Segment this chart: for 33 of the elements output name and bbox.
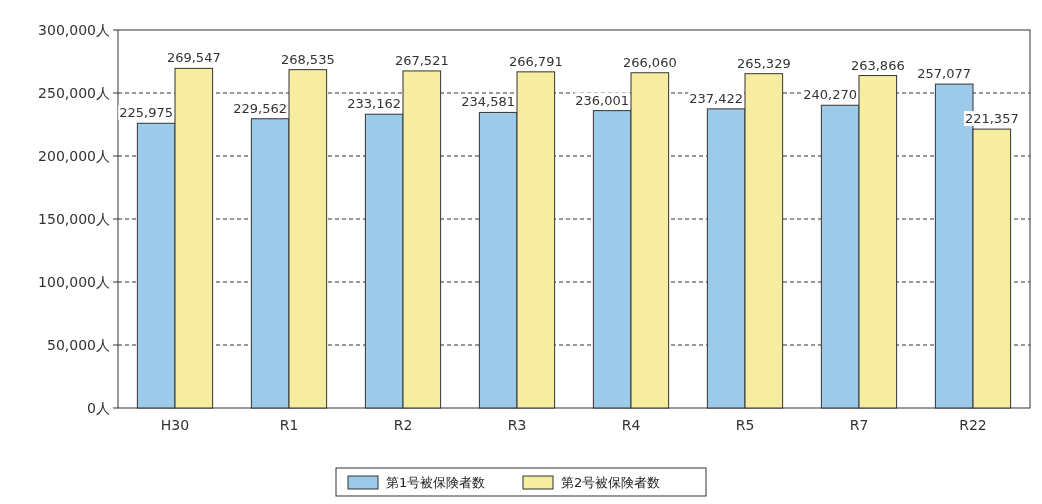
x-tick-label: R3: [507, 417, 527, 433]
y-tick-label: 0人: [87, 400, 110, 416]
y-tick-label: 50,000人: [47, 337, 110, 353]
legend-label: 第1号被保険者数: [386, 475, 486, 490]
y-tick-label: 250,000人: [38, 85, 110, 101]
x-tick-label: R1: [279, 417, 299, 433]
y-tick-label: 100,000人: [38, 274, 110, 290]
data-label: 237,422: [689, 90, 743, 106]
data-label: 265,329: [736, 55, 791, 71]
data-label: 229,562: [233, 100, 287, 116]
data-label: 266,060: [622, 54, 677, 70]
data-label: 267,521: [394, 52, 449, 68]
data-label: 269,547: [166, 50, 221, 66]
x-tick-label: R22: [959, 417, 987, 433]
legend-label: 第2号被保険者数: [561, 475, 661, 490]
x-tick-label: R5: [735, 417, 755, 433]
data-label: 268,535: [280, 51, 335, 67]
data-label: 266,791: [508, 53, 563, 69]
data-label: 236,001: [575, 92, 629, 108]
x-tick-label: R2: [393, 417, 413, 433]
x-tick-label: H30: [160, 417, 190, 433]
x-tick-label: R7: [849, 417, 869, 433]
data-label: 225,975: [119, 105, 173, 121]
y-tick-label: 150,000人: [38, 211, 110, 227]
data-label: 234,581: [461, 94, 515, 110]
x-tick-label: R4: [621, 417, 641, 433]
y-tick-label: 300,000人: [38, 22, 110, 38]
data-label: 233,162: [347, 96, 401, 112]
data-label: 263,866: [850, 57, 905, 73]
y-tick-label: 200,000人: [38, 148, 110, 164]
data-label: 257,077: [917, 66, 971, 82]
data-label: 221,357: [964, 111, 1019, 127]
data-label: 240,270: [803, 87, 857, 103]
